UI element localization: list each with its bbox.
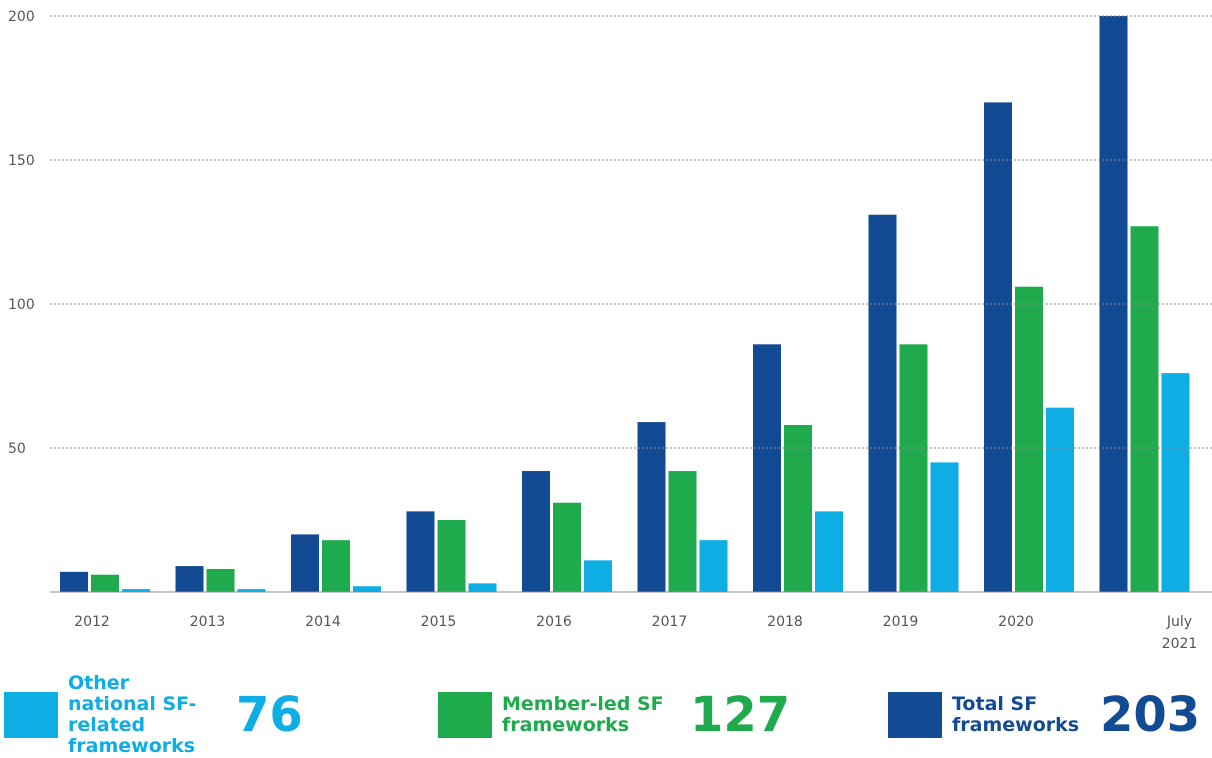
legend-item: Member-led SF frameworks 127 — [438, 680, 790, 750]
bar — [784, 424, 812, 592]
bar — [353, 586, 381, 592]
bar — [753, 344, 781, 592]
bar — [984, 102, 1012, 592]
legend-total: 127 — [690, 687, 791, 743]
y-tick-label: 200 — [8, 9, 35, 25]
bars — [60, 16, 1190, 592]
bar — [468, 583, 497, 592]
bar — [175, 566, 204, 592]
chart: 50 100 150 200 2012 2013 2014 2015 2016 2017 2018 2… — [8, 9, 1212, 652]
x-tick-label: 2013 — [190, 614, 226, 630]
bar — [899, 344, 928, 592]
bar — [406, 511, 435, 592]
bar — [60, 571, 88, 592]
x-tick-label: 2020 — [998, 614, 1034, 630]
bar — [1046, 407, 1074, 592]
bar — [1161, 373, 1190, 592]
y-tick-label: 150 — [8, 153, 35, 169]
legend-swatch — [438, 692, 492, 738]
legend-label: Total SF frameworks — [952, 693, 1080, 736]
legend-total: 76 — [236, 687, 303, 743]
bar — [668, 471, 697, 592]
bar — [637, 422, 666, 592]
x-tick-label: 2012 — [74, 614, 110, 630]
bar — [1130, 226, 1159, 592]
x-tick-label: 2015 — [421, 614, 457, 630]
bar — [815, 511, 843, 592]
bar — [1015, 286, 1043, 592]
bar — [437, 520, 466, 592]
y-tick-label: 100 — [8, 297, 35, 313]
bar — [237, 589, 266, 592]
x-tick-label: 2016 — [536, 614, 572, 630]
x-tick-label: July 2021 — [1162, 614, 1198, 652]
legend-total: 203 — [1100, 687, 1201, 743]
legend-swatch — [888, 692, 942, 738]
x-tick-label: 2018 — [767, 614, 803, 630]
bar — [522, 471, 550, 592]
legend-swatch — [4, 692, 58, 738]
y-tick-label: 50 — [8, 441, 26, 457]
x-tick-label: 2014 — [305, 614, 341, 630]
bar — [91, 574, 119, 592]
bar — [868, 214, 897, 592]
bar — [322, 540, 350, 592]
bar — [699, 540, 728, 592]
legend-item: Other national SF-related frameworks 76 — [4, 673, 303, 757]
bar — [122, 589, 150, 592]
bar — [584, 560, 612, 592]
x-tick-label: 2019 — [883, 614, 919, 630]
legend-item: Total SF frameworks 203 — [888, 680, 1200, 750]
legend-label: Other national SF-related frameworks — [68, 672, 197, 757]
bar — [206, 568, 235, 592]
bar — [1099, 16, 1128, 592]
bar — [291, 534, 319, 592]
x-tick-label: 2017 — [652, 614, 688, 630]
bar — [553, 502, 581, 592]
bar — [930, 462, 959, 592]
legend-label: Member-led SF frameworks — [502, 693, 664, 736]
